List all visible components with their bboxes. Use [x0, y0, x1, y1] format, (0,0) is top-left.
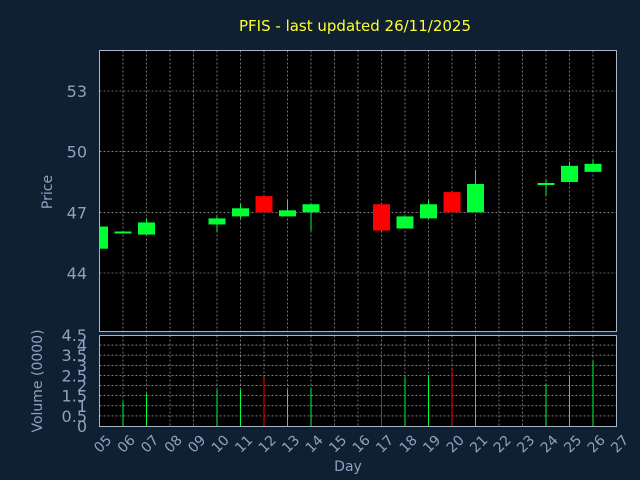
volume-tick-label: 0.5 — [62, 407, 87, 426]
price-axis-label: Price — [40, 175, 56, 209]
candle-body — [255, 196, 273, 213]
volume-axis-label: Volume (0000) — [30, 329, 46, 432]
x-tick-label: 18 — [397, 432, 421, 456]
x-tick-label: 08 — [162, 432, 186, 456]
x-tick-labels: 05 06 07 08 09 10 11 12 13 14 15 16 17 18 19 20 21 22 23 24… — [91, 432, 632, 456]
candle-body — [208, 218, 226, 225]
volume-tick-label: 2.5 — [62, 366, 87, 385]
candle-body — [396, 216, 414, 229]
candlesticks — [99, 159, 602, 249]
volume-tick-label: 3 — [77, 356, 87, 375]
x-tick-label: 26 — [585, 432, 609, 456]
candle-body — [99, 226, 108, 249]
x-tick-label: 05 — [91, 432, 115, 456]
x-tick-label: 19 — [420, 432, 444, 456]
x-tick-label: 17 — [373, 432, 397, 456]
grid-layer — [99, 50, 617, 427]
x-tick-label: 21 — [467, 432, 491, 456]
volume-tick-label: 3.5 — [62, 346, 87, 365]
x-tick-label: 14 — [303, 432, 327, 456]
volume-tick-label: 1 — [77, 397, 87, 416]
x-axis-label: Day — [334, 459, 362, 475]
candle-body — [443, 192, 461, 213]
x-tick-label: 12 — [256, 432, 280, 456]
x-tick-label: 22 — [491, 432, 515, 456]
price-tick-labels: 53 50 47 44 — [67, 82, 87, 283]
volume-tick-label: 4.5 — [62, 326, 87, 345]
x-tick-label: 06 — [115, 432, 139, 456]
volume-tick-label: 0 — [77, 417, 87, 436]
candle-body — [279, 210, 296, 217]
price-tick-label: 50 — [67, 143, 87, 162]
x-tick-label: 10 — [209, 432, 233, 456]
x-tick-label: 16 — [350, 432, 374, 456]
volume-tick-label: 2 — [77, 377, 87, 396]
volume-tick-label: 4 — [77, 336, 87, 355]
candle-body — [584, 163, 602, 172]
x-tick-label: 09 — [185, 432, 209, 456]
candle-body — [561, 165, 578, 182]
x-tick-label: 15 — [326, 432, 350, 456]
x-tick-label: 27 — [608, 432, 632, 456]
volume-bars — [122, 337, 594, 426]
candle-body — [467, 184, 484, 213]
candle-body — [420, 204, 437, 219]
price-tick-label: 53 — [67, 82, 87, 101]
x-tick-label: 20 — [444, 432, 468, 456]
candle-body — [232, 208, 249, 217]
chart-title: PFIS - last updated 26/11/2025 — [239, 17, 471, 35]
x-tick-label: 13 — [279, 432, 303, 456]
volume-tick-label: 1.5 — [62, 387, 87, 406]
candle-body — [373, 204, 390, 231]
x-tick-label: 23 — [514, 432, 538, 456]
price-tick-label: 44 — [67, 264, 87, 283]
volume-tick-labels: 00.511.522.533.544.5 — [62, 326, 87, 436]
x-tick-label: 24 — [538, 432, 562, 456]
x-tick-label: 25 — [561, 432, 585, 456]
candle-body — [138, 222, 155, 235]
x-tick-label: 07 — [138, 432, 162, 456]
candle-body — [302, 204, 320, 213]
x-tick-label: 11 — [232, 432, 256, 456]
price-tick-label: 47 — [67, 203, 87, 222]
